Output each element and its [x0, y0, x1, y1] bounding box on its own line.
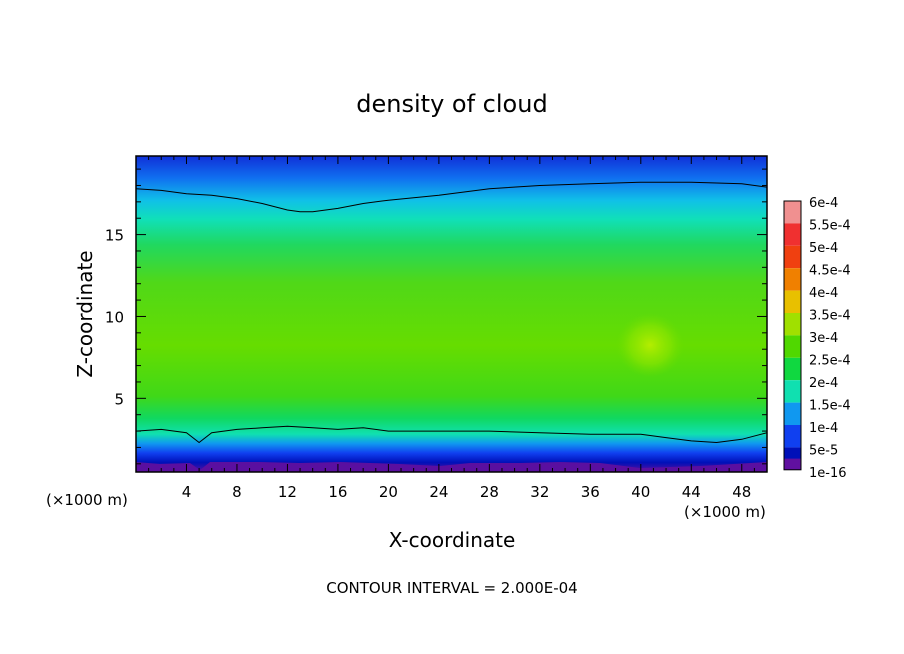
plot-area — [136, 156, 767, 472]
colorbar-swatch — [784, 223, 801, 246]
x-tick-label: 8 — [232, 483, 242, 501]
y-axis: 5 10 15 — [105, 168, 767, 465]
x-tick-label: 4 — [182, 483, 192, 501]
x-tick-label: 28 — [480, 483, 499, 501]
colorbar-swatch — [784, 425, 801, 448]
colorbar-label: 4.5e-4 — [809, 264, 851, 279]
y-tick-label: 5 — [114, 390, 124, 408]
x-tick-label: 20 — [379, 483, 398, 501]
colorbar-swatch — [784, 380, 801, 403]
x-axis-label: X-coordinate — [389, 528, 516, 552]
contour-interval-note: CONTOUR INTERVAL = 2.000E-04 — [326, 579, 577, 597]
colorbar-label: 5e-5 — [809, 444, 838, 459]
contour-line-bottom — [136, 425, 767, 444]
x-tick-label: 12 — [278, 483, 297, 501]
contour-lines — [136, 181, 767, 444]
colorbar-label: 4e-4 — [809, 286, 838, 301]
colorbar-swatch-min — [784, 458, 801, 470]
colorbar-label: 5e-4 — [809, 241, 838, 256]
y-tick-label: 10 — [105, 308, 124, 326]
colorbar-label: 1e-16 — [809, 466, 847, 481]
y-tick-label: 15 — [105, 227, 124, 245]
x-tick-label: 32 — [530, 483, 549, 501]
x-axis: 4 8 12 16 20 24 28 32 36 40 44 48 — [148, 156, 755, 501]
colorbar-swatch — [784, 268, 801, 291]
colorbar-swatch — [784, 201, 801, 224]
colorbar-frame — [783, 200, 802, 471]
colorbar-swatch — [784, 357, 801, 381]
x-tick-label: 48 — [732, 483, 751, 501]
colorbar-label: 6e-4 — [809, 196, 838, 211]
density-maximum — [616, 313, 684, 377]
y-axis-label: Z-coordinate — [73, 250, 97, 377]
density-field — [136, 156, 767, 472]
colorbar-swatch — [784, 402, 801, 425]
chart-title: density of cloud — [356, 90, 547, 118]
x-unit-left: (×1000 m) — [46, 491, 128, 509]
colorbar-label: 2e-4 — [809, 376, 838, 391]
colorbar-label: 3.5e-4 — [809, 309, 851, 324]
colorbar-label: 1.5e-4 — [809, 399, 851, 414]
colorbar-swatch — [784, 290, 801, 313]
colorbar-label: 1e-4 — [809, 421, 838, 436]
x-tick-label: 44 — [682, 483, 701, 501]
colorbar-swatch — [784, 313, 801, 336]
surface-purple-band — [136, 462, 767, 472]
colorbar-swatch — [784, 245, 801, 269]
colorbar-swatch — [784, 335, 801, 358]
x-tick-label: 16 — [328, 483, 347, 501]
x-tick-label: 24 — [429, 483, 448, 501]
colorbar-label: 5.5e-4 — [809, 219, 851, 234]
colorbar-label: 3e-4 — [809, 331, 838, 346]
contour-line-top — [136, 181, 767, 213]
colorbar: 6e-4 5.5e-4 5e-4 4.5e-4 4e-4 3.5e-4 3e-4 2.5e-4… — [783, 196, 851, 481]
x-tick-label: 40 — [631, 483, 650, 501]
x-unit-right: (×1000 m) — [684, 503, 766, 521]
colorbar-label: 2.5e-4 — [809, 354, 851, 369]
x-tick-label: 36 — [581, 483, 600, 501]
